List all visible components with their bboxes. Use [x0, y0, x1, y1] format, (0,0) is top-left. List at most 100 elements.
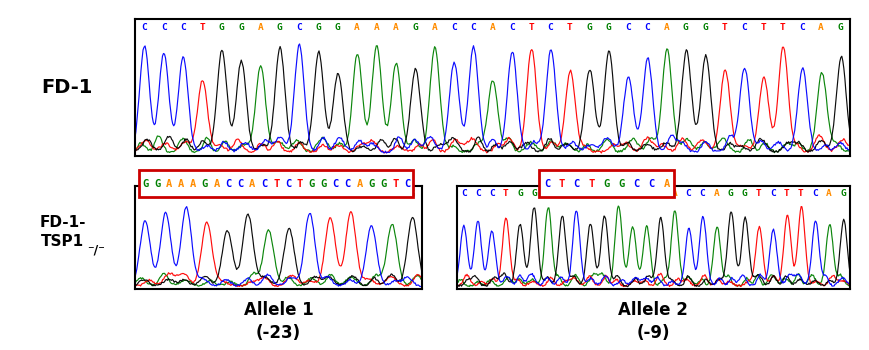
Text: C: C — [225, 179, 231, 189]
Text: A: A — [817, 23, 823, 32]
Text: C: C — [450, 23, 456, 32]
Text: G: G — [701, 23, 707, 32]
Text: T: T — [326, 189, 332, 198]
Text: A: A — [189, 179, 196, 189]
Text: T: T — [296, 179, 302, 189]
Text: T: T — [558, 179, 564, 189]
Text: G: G — [603, 179, 609, 189]
Text: C: C — [624, 23, 630, 32]
Text: C: C — [633, 179, 640, 189]
Text: G: G — [285, 189, 291, 198]
Text: C: C — [543, 179, 549, 189]
Text: C: C — [769, 189, 775, 198]
Text: C: C — [643, 23, 649, 32]
Text: G: G — [224, 189, 230, 198]
Text: A: A — [249, 179, 255, 189]
Text: A: A — [213, 179, 220, 189]
Text: ⁻/⁻: ⁻/⁻ — [87, 243, 104, 256]
Text: A: A — [663, 179, 669, 189]
Text: G: G — [335, 23, 341, 32]
Text: C: C — [469, 23, 475, 32]
Text: C: C — [344, 179, 350, 189]
Text: C: C — [573, 189, 579, 198]
Text: G: G — [839, 189, 845, 198]
Text: G: G — [412, 23, 417, 32]
Text: G: G — [530, 189, 536, 198]
Text: C: C — [163, 189, 169, 198]
Text: G: G — [618, 179, 624, 189]
Text: G: G — [238, 23, 243, 32]
Text: G: G — [321, 179, 327, 189]
Text: G: G — [726, 189, 733, 198]
Text: Allele 1: Allele 1 — [243, 301, 313, 319]
Text: C: C — [142, 23, 147, 32]
Text: G: G — [276, 23, 282, 32]
Text: A: A — [671, 189, 677, 198]
Text: G: G — [605, 23, 611, 32]
Text: C: C — [261, 179, 267, 189]
Text: A: A — [713, 189, 719, 198]
Text: T: T — [567, 23, 572, 32]
Text: C: C — [488, 189, 494, 198]
Text: T: T — [588, 179, 594, 189]
Text: C: C — [142, 189, 148, 198]
Text: C: C — [740, 23, 746, 32]
Text: C: C — [404, 179, 410, 189]
Text: A: A — [393, 23, 398, 32]
Text: C: C — [296, 23, 302, 32]
Text: C: C — [332, 179, 339, 189]
Text: T: T — [755, 189, 760, 198]
Text: G: G — [219, 23, 224, 32]
Text: A: A — [489, 23, 494, 32]
Text: C: C — [285, 179, 291, 189]
Text: G: G — [741, 189, 746, 198]
Text: C: C — [573, 179, 580, 189]
Text: G: G — [368, 179, 375, 189]
Text: C: C — [547, 23, 553, 32]
Text: FD-1: FD-1 — [41, 78, 93, 97]
Text: G: G — [380, 179, 386, 189]
Text: A: A — [166, 179, 172, 189]
Text: T: T — [779, 23, 785, 32]
Text: A: A — [545, 189, 550, 198]
Text: G: G — [682, 23, 687, 32]
Text: T: T — [273, 179, 279, 189]
Text: FD-1-
TSP1: FD-1- TSP1 — [39, 215, 86, 249]
Text: A: A — [663, 23, 668, 32]
Text: Allele 2: Allele 2 — [618, 301, 687, 319]
Text: C: C — [306, 189, 312, 198]
Text: A: A — [177, 179, 184, 189]
Text: C: C — [461, 189, 466, 198]
Text: G: G — [244, 189, 250, 198]
Text: T: T — [347, 189, 353, 198]
Text: C: C — [237, 179, 243, 189]
Text: C: C — [180, 23, 186, 32]
Text: A: A — [356, 179, 362, 189]
Text: G: G — [657, 189, 662, 198]
Text: A: A — [825, 189, 831, 198]
Text: G: G — [586, 23, 591, 32]
Text: C: C — [811, 189, 817, 198]
Text: G: G — [315, 23, 321, 32]
Text: C: C — [474, 189, 481, 198]
Text: (-23): (-23) — [255, 324, 301, 342]
Text: C: C — [161, 23, 167, 32]
Text: A: A — [431, 23, 437, 32]
Text: A: A — [388, 189, 394, 198]
Text: (-9): (-9) — [636, 324, 669, 342]
Text: C: C — [368, 189, 374, 198]
Text: T: T — [203, 189, 209, 198]
Text: G: G — [600, 189, 607, 198]
Text: C: C — [685, 189, 691, 198]
Text: G: G — [516, 189, 522, 198]
Text: G: G — [837, 23, 842, 32]
Text: G: G — [408, 189, 415, 198]
Text: G: G — [154, 179, 160, 189]
Text: T: T — [199, 23, 205, 32]
Text: T: T — [720, 23, 726, 32]
Text: T: T — [797, 189, 803, 198]
Text: C: C — [798, 23, 804, 32]
Text: A: A — [373, 23, 379, 32]
Text: A: A — [628, 189, 634, 198]
Text: T: T — [783, 189, 789, 198]
